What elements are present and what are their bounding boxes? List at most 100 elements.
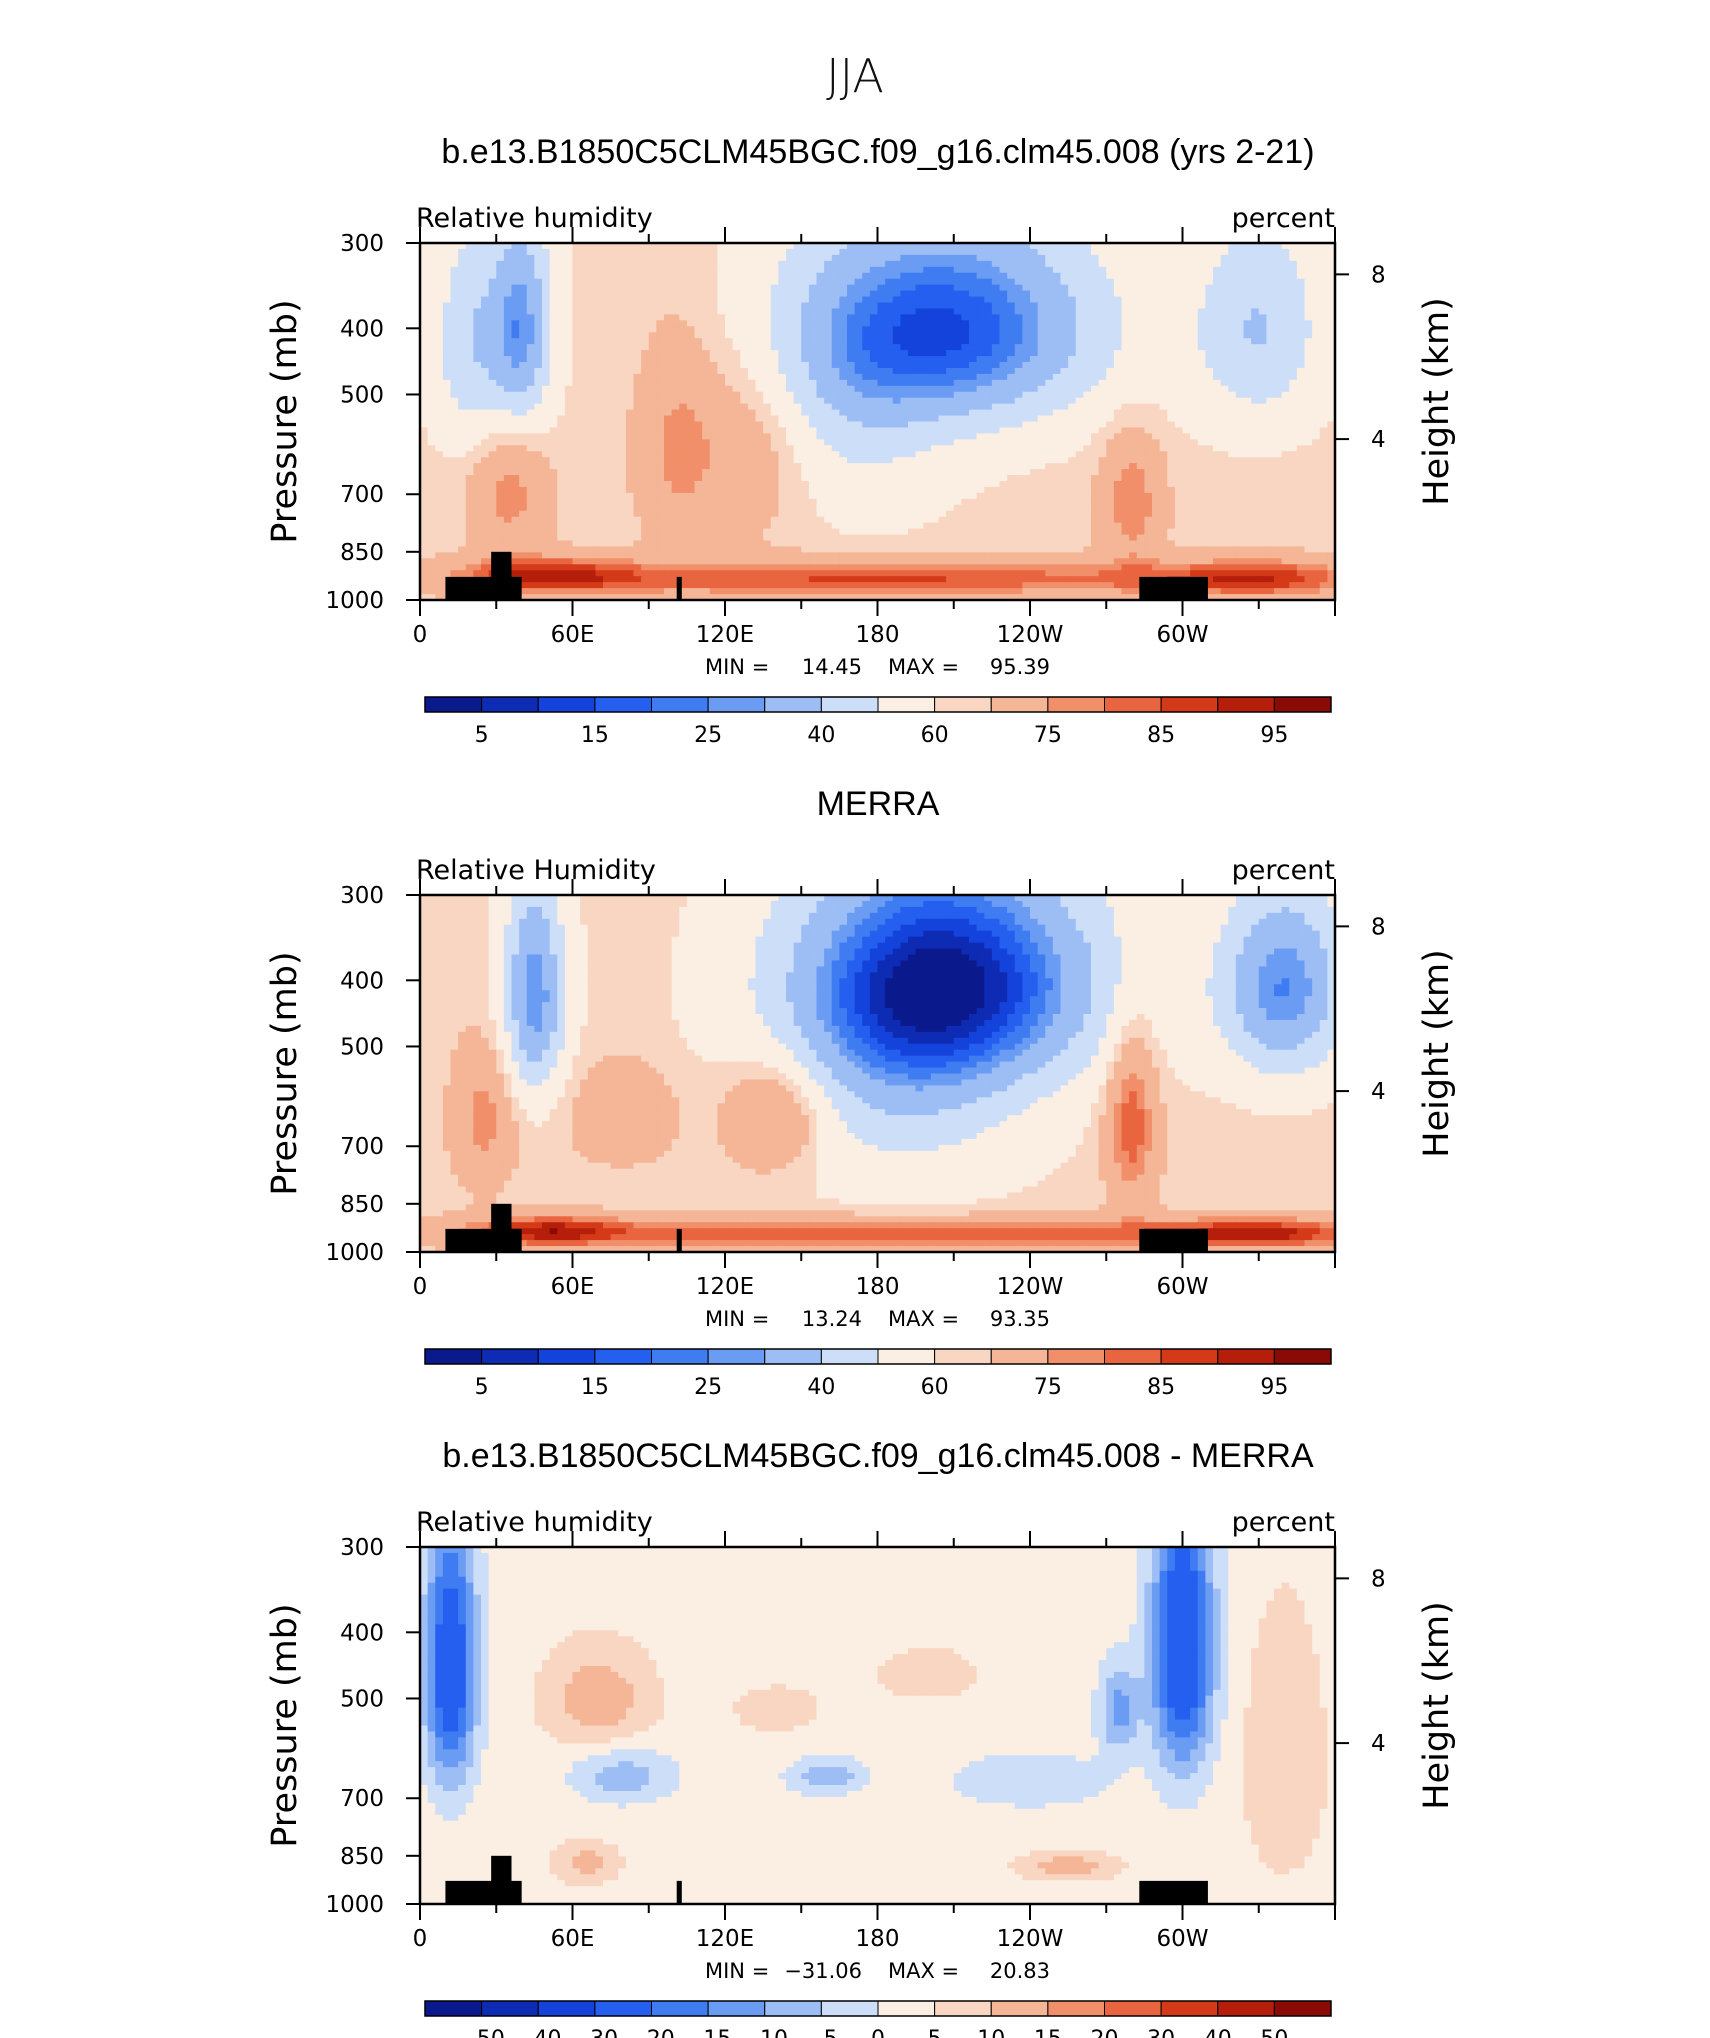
field-cell [717, 338, 726, 345]
field-cell [862, 427, 871, 434]
field-cell [824, 469, 833, 476]
field-cell [946, 332, 955, 339]
field-cell [892, 260, 901, 268]
field-cell [717, 290, 726, 298]
field-cell [1235, 391, 1245, 399]
field-cell [1312, 469, 1321, 476]
field-cell [1251, 248, 1260, 256]
field-cell [427, 284, 436, 292]
field-cell [648, 302, 657, 310]
field-cell [1083, 350, 1092, 357]
field-cell [1289, 451, 1298, 458]
field-cell [488, 451, 497, 458]
field-cell [595, 391, 604, 399]
field-cell [816, 486, 825, 494]
field-cell [770, 486, 779, 494]
field-cell [877, 367, 886, 375]
field-cell [1304, 254, 1313, 262]
field-cell [625, 266, 635, 274]
field-cell [1281, 320, 1290, 327]
field-cell [1220, 415, 1229, 423]
field-cell [1197, 367, 1206, 375]
field-cell [1289, 427, 1298, 434]
field-cell [991, 451, 1001, 458]
field-cell [770, 379, 779, 387]
field-cell [1258, 457, 1267, 464]
field-cell [503, 475, 513, 482]
field-cell [1235, 332, 1245, 339]
field-cell [1144, 427, 1153, 434]
field-cell [1312, 445, 1321, 452]
field-cell [915, 272, 924, 280]
field-cell [991, 445, 1001, 452]
field-cell [740, 379, 749, 387]
field-cell [770, 260, 779, 268]
field-cell [1258, 296, 1267, 304]
field-cell [1205, 475, 1214, 482]
field-cell [1098, 409, 1107, 417]
field-cell [854, 254, 863, 262]
field-cell [656, 403, 665, 411]
field-cell [686, 391, 696, 399]
field-cell [595, 439, 604, 446]
field-cell [801, 296, 810, 304]
field-cell [1281, 308, 1290, 315]
field-cell [999, 475, 1008, 482]
field-cell [1304, 314, 1313, 321]
field-cell [1060, 445, 1069, 452]
field-cell [801, 481, 810, 488]
field-cell [641, 463, 650, 470]
field-cell [534, 326, 543, 333]
field-cell [869, 457, 879, 464]
field-cell [953, 475, 962, 482]
field-cell [1091, 248, 1100, 256]
field-cell [1289, 373, 1298, 381]
field-cell [709, 481, 718, 488]
field-cell [488, 278, 497, 286]
field-cell [1014, 260, 1023, 268]
field-cell [1327, 302, 1335, 310]
field-cell [671, 272, 680, 280]
field-cell [999, 278, 1008, 286]
field-cell [915, 326, 924, 333]
field-cell [618, 486, 627, 494]
field-cell [869, 362, 879, 369]
field-cell [1235, 302, 1245, 310]
field-cell [519, 314, 528, 321]
field-cell [1228, 367, 1237, 375]
field-cell [1159, 344, 1168, 351]
field-cell [984, 409, 993, 417]
field-cell [595, 350, 604, 357]
field-cell [572, 421, 581, 429]
field-cell [999, 463, 1008, 470]
field-cell [702, 278, 711, 286]
field-cell [564, 379, 574, 387]
field-cell [755, 284, 764, 292]
field-cell [1296, 457, 1306, 464]
field-cell [435, 248, 444, 256]
field-cell [725, 362, 734, 369]
field-cell [1327, 367, 1335, 375]
field-cell [1304, 427, 1313, 434]
field-cell [900, 439, 909, 446]
field-cell [839, 373, 848, 381]
field-cell [1098, 421, 1107, 429]
field-cell [1274, 481, 1283, 488]
field-cell [854, 433, 863, 440]
field-cell [1098, 415, 1107, 423]
field-cell [1174, 350, 1184, 357]
field-cell [420, 302, 429, 310]
field-cell [847, 451, 856, 458]
field-cell [1304, 308, 1313, 315]
field-cell [847, 481, 856, 488]
field-cell [427, 433, 436, 440]
field-cell [572, 332, 581, 339]
field-cell [1319, 284, 1328, 292]
field-cell [420, 356, 429, 363]
field-cell [481, 421, 490, 429]
field-cell [610, 260, 619, 268]
field-cell [549, 403, 558, 411]
field-cell [686, 344, 696, 351]
field-cell [900, 403, 909, 411]
field-cell [747, 433, 757, 440]
